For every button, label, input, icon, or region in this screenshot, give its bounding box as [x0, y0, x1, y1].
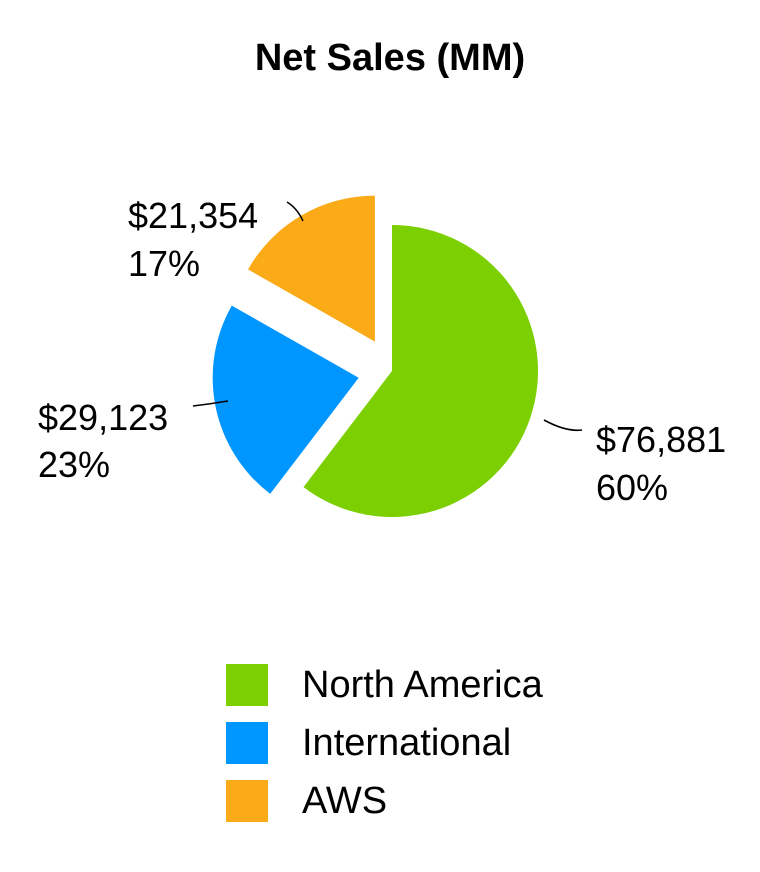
legend-label-aws: AWS	[302, 779, 388, 822]
slice-percent-label-international: 23%	[38, 444, 110, 485]
leader-line-aws	[286, 201, 304, 222]
slice-value-label-north-america: $76,881	[596, 419, 726, 460]
pie-slices	[212, 195, 538, 517]
legend-swatch-north-america	[226, 664, 268, 706]
leader-lines	[192, 201, 583, 432]
legend-item-aws: AWS	[226, 772, 646, 830]
legend-item-north-america: North America	[226, 656, 646, 714]
pie-slice-international	[212, 305, 359, 494]
slice-percent-label-north-america: 60%	[596, 467, 668, 508]
leader-line-international	[192, 400, 229, 407]
slice-value-label-aws: $21,354	[128, 195, 258, 236]
chart-title: Net Sales (MM)	[255, 37, 525, 79]
legend-item-international: International	[226, 714, 646, 772]
legend: North America International AWS	[226, 656, 646, 830]
slice-value-label-international: $29,123	[38, 397, 168, 438]
slice-labels: $76,881 60% $29,123 23% $21,354 17%	[38, 195, 726, 508]
legend-label-north-america: North America	[302, 663, 543, 706]
pie-slice-aws	[248, 195, 375, 342]
leader-line-north-america	[543, 419, 583, 432]
legend-label-international: International	[302, 721, 512, 764]
legend-swatch-aws	[226, 780, 268, 822]
pie-slice-north-america	[303, 225, 538, 517]
legend-swatch-international	[226, 722, 268, 764]
slice-percent-label-aws: 17%	[128, 243, 200, 284]
